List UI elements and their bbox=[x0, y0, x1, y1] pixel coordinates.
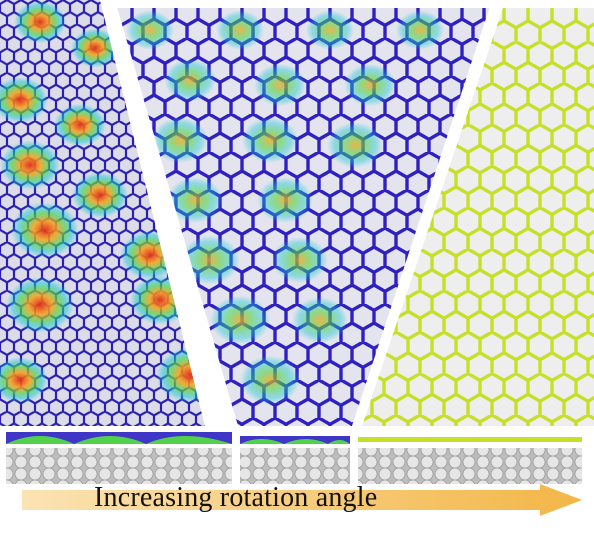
moire-hotspot bbox=[216, 10, 264, 50]
figure-caption: Increasing rotation angle bbox=[94, 482, 378, 513]
moire-hotspot bbox=[257, 177, 313, 223]
moire-hotspot bbox=[72, 172, 128, 218]
moire-hotspot bbox=[0, 77, 48, 123]
moire-hotspot bbox=[344, 63, 396, 107]
moire-hotspot bbox=[210, 295, 270, 345]
moire-hotspot bbox=[242, 117, 298, 163]
moire-hotspot bbox=[396, 10, 444, 50]
moire-hotspot bbox=[272, 237, 328, 283]
moire-hotspot bbox=[180, 235, 240, 285]
rotation-arrow bbox=[22, 484, 582, 516]
panel-divider bbox=[100, 0, 238, 426]
moire-hotspot bbox=[126, 10, 174, 50]
panel-divider bbox=[352, 0, 503, 426]
moire-hotspot bbox=[0, 357, 48, 403]
moire-hotspot bbox=[156, 347, 205, 403]
moire-hotspot bbox=[0, 140, 60, 190]
moire-hotspot bbox=[71, 28, 119, 68]
side-view-medium-angle bbox=[240, 436, 350, 484]
moire-hotspot bbox=[54, 103, 106, 147]
moire-hotspot bbox=[11, 202, 79, 258]
moire-hotspot bbox=[152, 117, 208, 163]
side-view-large-angle bbox=[358, 437, 582, 484]
moire-hotspot bbox=[167, 177, 223, 223]
moire-hotspot bbox=[6, 277, 74, 333]
side-view-small-angle bbox=[6, 432, 232, 484]
moire-hotspot bbox=[254, 63, 306, 107]
moire-hotspot bbox=[14, 0, 66, 44]
moire-hotspot bbox=[292, 297, 348, 343]
moire-hotspot bbox=[306, 10, 354, 50]
moire-hotspot bbox=[164, 58, 216, 102]
moire-hotspot bbox=[327, 122, 383, 168]
moire-hotspot bbox=[240, 355, 300, 405]
